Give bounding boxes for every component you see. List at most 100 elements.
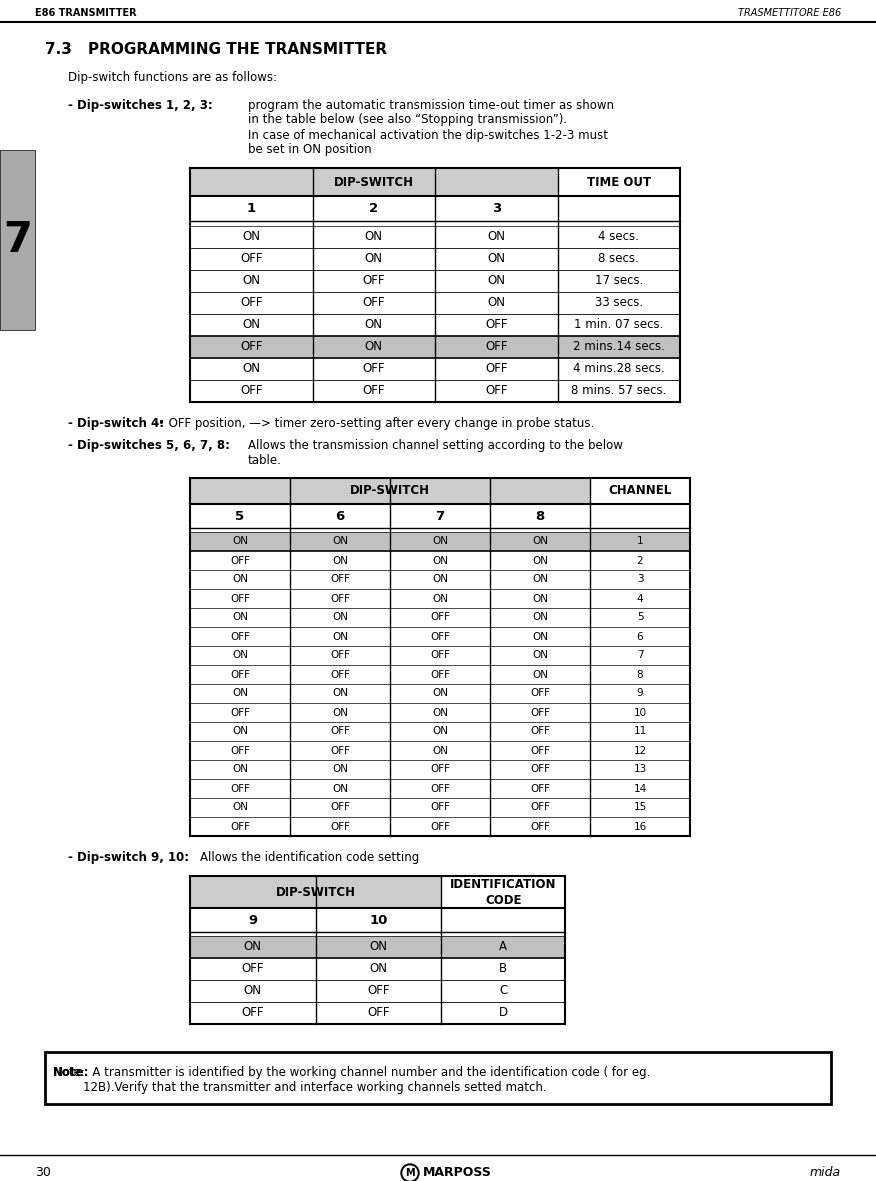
Text: ON: ON [532, 670, 548, 679]
Text: ON: ON [232, 574, 248, 585]
Text: 1 min. 07 secs.: 1 min. 07 secs. [574, 319, 663, 332]
Text: 4 secs.: 4 secs. [598, 230, 639, 243]
Text: 8: 8 [637, 670, 643, 679]
Text: ON: ON [232, 764, 248, 775]
Text: MARPOSS: MARPOSS [423, 1167, 492, 1180]
Text: ON: ON [487, 230, 505, 243]
Text: PROGRAMMING THE TRANSMITTER: PROGRAMMING THE TRANSMITTER [88, 43, 387, 58]
Text: 2: 2 [369, 202, 378, 215]
Text: OFF: OFF [240, 296, 263, 309]
Text: OFF: OFF [430, 803, 450, 813]
Text: ON: ON [232, 536, 248, 547]
Text: OFF: OFF [530, 822, 550, 831]
Text: 17 secs.: 17 secs. [595, 274, 643, 287]
Bar [45, 1052, 831, 1104]
Text: OFF: OFF [240, 385, 263, 398]
Text: ON: ON [243, 319, 260, 332]
Text: 7: 7 [435, 509, 444, 522]
Text: 7: 7 [3, 218, 32, 261]
Text: mida: mida [810, 1167, 841, 1180]
Text: 1: 1 [247, 202, 256, 215]
Text: ON: ON [532, 613, 548, 622]
Text: ON: ON [532, 574, 548, 585]
Text: ON: ON [332, 689, 348, 698]
Text: OFF: OFF [242, 1006, 264, 1019]
Text: OFF: OFF [430, 764, 450, 775]
Bar [190, 337, 680, 358]
Text: OFF: OFF [530, 803, 550, 813]
Text: C: C [499, 985, 507, 998]
Text: OFF: OFF [330, 745, 350, 756]
Text: ON: ON [232, 613, 248, 622]
Text: ON: ON [332, 613, 348, 622]
Bar [190, 937, 565, 958]
Text: ON: ON [432, 536, 448, 547]
Text: OFF: OFF [240, 340, 263, 353]
Text: ON: ON [532, 594, 548, 603]
Text: ON: ON [332, 783, 348, 794]
Text: ON: ON [432, 689, 448, 698]
Text: E86 TRANSMITTER: E86 TRANSMITTER [35, 8, 137, 18]
Text: OFF: OFF [230, 822, 250, 831]
Text: OFF: OFF [330, 726, 350, 737]
Text: OFF: OFF [330, 670, 350, 679]
Text: ON: ON [364, 230, 383, 243]
Text: 7: 7 [637, 651, 643, 660]
Text: Allows the transmission channel setting according to the below: Allows the transmission channel setting … [248, 439, 623, 452]
Text: 4 mins.28 secs.: 4 mins.28 secs. [573, 363, 665, 376]
Text: OFF: OFF [430, 613, 450, 622]
Text: 11: 11 [633, 726, 646, 737]
Text: D: D [498, 1006, 508, 1019]
Text: 30: 30 [35, 1167, 51, 1180]
Text: in the table below (see also “Stopping transmission”).: in the table below (see also “Stopping t… [248, 113, 567, 126]
Text: DIP-SWITCH: DIP-SWITCH [334, 176, 413, 189]
Text: ON: ON [487, 296, 505, 309]
Text: - Dip-switches 5, 6, 7, 8:: - Dip-switches 5, 6, 7, 8: [68, 439, 230, 452]
Text: 8 secs.: 8 secs. [598, 253, 639, 266]
Text: OFF: OFF [230, 632, 250, 641]
Text: OFF: OFF [485, 340, 507, 353]
Text: Note:  A transmitter is identified by the working channel number and the identif: Note: A transmitter is identified by the… [53, 1066, 650, 1079]
Bar [190, 478, 590, 504]
Text: OFF: OFF [530, 707, 550, 718]
Text: A: A [499, 940, 507, 953]
Text: 2 mins.14 secs.: 2 mins.14 secs. [573, 340, 665, 353]
Text: OFF: OFF [430, 632, 450, 641]
Text: OFF: OFF [363, 274, 385, 287]
Bar [190, 876, 565, 1024]
Text: 8 mins. 57 secs.: 8 mins. 57 secs. [571, 385, 667, 398]
Text: ON: ON [432, 745, 448, 756]
Text: 12: 12 [633, 745, 646, 756]
Text: 1: 1 [637, 536, 643, 547]
Text: OFF: OFF [330, 594, 350, 603]
Text: 5: 5 [236, 509, 244, 522]
Text: OFF: OFF [367, 1006, 390, 1019]
Text: OFF: OFF [330, 822, 350, 831]
Text: OFF: OFF [485, 363, 507, 376]
Text: ON: ON [432, 574, 448, 585]
Text: CHANNEL: CHANNEL [608, 484, 672, 497]
Text: 3: 3 [637, 574, 643, 585]
Text: IDENTIFICATION
CODE: IDENTIFICATION CODE [450, 877, 556, 907]
Text: 14: 14 [633, 783, 646, 794]
Text: ON: ON [332, 764, 348, 775]
Text: 7.3: 7.3 [45, 43, 72, 58]
Text: OFF: OFF [430, 651, 450, 660]
Text: OFF: OFF [363, 296, 385, 309]
Text: ON: ON [532, 536, 548, 547]
Text: ON: ON [364, 319, 383, 332]
Text: TIME OUT: TIME OUT [587, 176, 651, 189]
Text: ON: ON [332, 707, 348, 718]
Text: 12B).Verify that the transmitter and interface working channels setted match.: 12B).Verify that the transmitter and int… [53, 1081, 547, 1094]
Text: OFF: OFF [430, 783, 450, 794]
Text: 10: 10 [370, 913, 387, 927]
Text: OFF: OFF [240, 253, 263, 266]
Bar [190, 876, 442, 908]
Text: table.: table. [248, 455, 282, 468]
Text: ON: ON [232, 726, 248, 737]
Text: 10: 10 [633, 707, 646, 718]
Text: 5: 5 [637, 613, 643, 622]
Text: OFF: OFF [363, 363, 385, 376]
Text: ON: ON [532, 651, 548, 660]
Text: DIP-SWITCH: DIP-SWITCH [276, 886, 356, 899]
